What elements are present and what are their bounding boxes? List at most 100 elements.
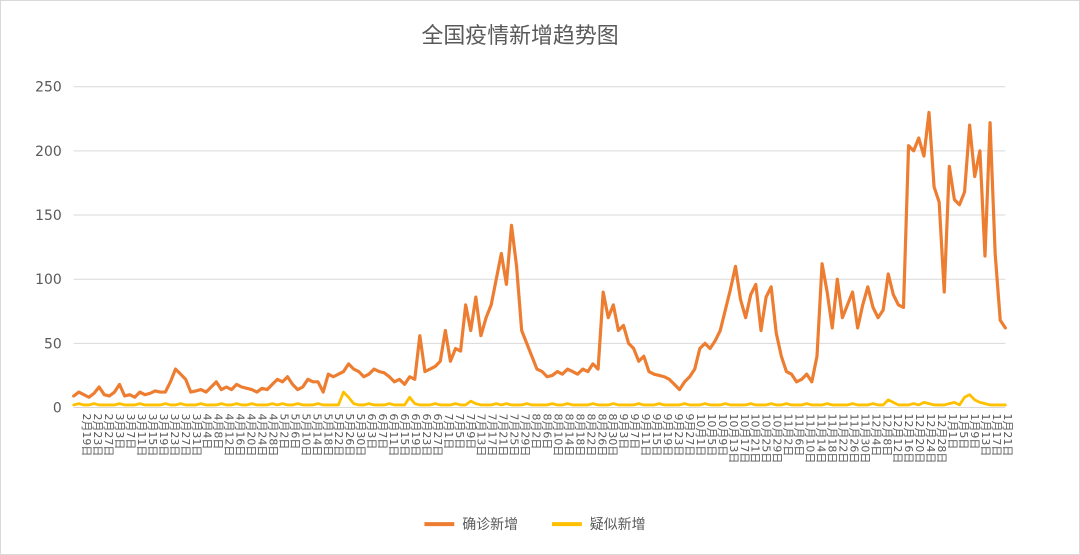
x-tick-label: 4月4日 — [201, 414, 214, 450]
x-tick-label: 5月18日 — [321, 414, 334, 457]
x-tick-label: 10月17日 — [738, 414, 751, 464]
x-tick-label: 5月6日 — [288, 414, 301, 450]
x-tick-label: 7月21日 — [497, 414, 510, 457]
x-tick-label: 1月13日 — [979, 414, 992, 457]
x-tick-label: 11月26日 — [847, 414, 860, 464]
gridlines — [73, 86, 1006, 409]
x-tick-label: 3月23日 — [168, 414, 181, 457]
x-tick-label: 6月23日 — [420, 414, 433, 457]
x-tick-label: 5月30日 — [354, 414, 367, 457]
x-tick-label: 12月28日 — [935, 414, 948, 464]
x-tick-label: 4月8日 — [212, 414, 225, 450]
x-tick-label: 7月17日 — [486, 414, 499, 457]
x-tick-label: 9月7日 — [628, 414, 641, 450]
x-tick-label: 8月26日 — [595, 414, 608, 457]
x-tick-label: 3月27日 — [179, 414, 192, 457]
x-tick-label: 3月11日 — [135, 414, 148, 457]
x-tick-label: 12月16日 — [902, 414, 915, 464]
x-tick-label: 11月2日 — [782, 414, 795, 457]
x-tick-label: 9月15日 — [650, 414, 663, 457]
x-tick-label: 10月5日 — [705, 414, 718, 457]
y-tick-label: 200 — [35, 144, 62, 160]
x-tick-label: 5月26日 — [343, 414, 356, 457]
legend: 确诊新增 疑似新增 — [424, 517, 646, 533]
x-tick-label: 12月8日 — [880, 414, 893, 457]
x-tick-label: 10月9日 — [716, 414, 729, 457]
x-tick-label: 7月25日 — [508, 414, 521, 457]
x-tick-label: 9月19日 — [661, 414, 674, 457]
x-axis: 2月19日2月23日2月27日3月3日3月7日3月11日3月15日3月19日3月… — [80, 414, 1014, 464]
x-tick-label: 2月19日 — [80, 414, 93, 457]
x-tick-label: 12月24日 — [924, 414, 937, 464]
x-tick-label: 7月5日 — [453, 414, 466, 450]
x-tick-label: 8月2日 — [530, 414, 543, 450]
x-tick-label: 5月2日 — [277, 414, 290, 450]
x-tick-label: 5月22日 — [332, 414, 345, 457]
x-tick-label: 4月12日 — [223, 414, 236, 457]
y-tick-label: 150 — [35, 208, 62, 224]
x-tick-label: 7月1日 — [442, 414, 455, 450]
x-tick-label: 7月29日 — [519, 414, 532, 457]
series-line-confirmed — [72, 110, 1007, 399]
x-tick-label: 6月7日 — [376, 414, 389, 450]
x-tick-label: 10月13日 — [727, 414, 740, 464]
x-tick-label: 4月28日 — [266, 414, 279, 457]
x-tick-label: 3月19日 — [157, 414, 170, 457]
x-tick-label: 3月31日 — [190, 414, 203, 457]
x-tick-label: 11月30日 — [858, 414, 871, 464]
y-tick-label: 250 — [35, 80, 62, 96]
x-tick-label: 6月27日 — [431, 414, 444, 457]
y-axis: 0 50 100 150 200 250 — [35, 80, 62, 417]
x-tick-label: 6月19日 — [409, 414, 422, 457]
series-lines — [72, 110, 1007, 407]
y-tick-label: 50 — [44, 336, 62, 352]
x-tick-label: 9月11日 — [639, 414, 652, 457]
x-tick-label: 11月18日 — [825, 414, 838, 464]
x-tick-label: 6月3日 — [365, 414, 378, 450]
x-tick-label: 1月21日 — [1001, 414, 1014, 457]
x-tick-label: 1月17日 — [990, 414, 1003, 457]
x-tick-label: 6月11日 — [387, 414, 400, 457]
x-tick-label: 8月22日 — [584, 414, 597, 457]
legend-label-confirmed: 确诊新增 — [462, 517, 518, 533]
x-tick-label: 11月6日 — [793, 414, 806, 457]
x-tick-label: 4月20日 — [245, 414, 258, 457]
x-tick-label: 1月5日 — [957, 414, 970, 450]
x-tick-label: 9月27日 — [683, 414, 696, 457]
x-tick-label: 11月10日 — [804, 414, 817, 464]
y-tick-label: 100 — [35, 272, 62, 288]
x-tick-label: 4月24日 — [256, 414, 269, 457]
x-tick-label: 8月18日 — [573, 414, 586, 457]
x-tick-label: 9月3日 — [617, 414, 630, 450]
y-tick-label: 0 — [53, 401, 62, 417]
x-tick-label: 12月4日 — [869, 414, 882, 457]
x-tick-label: 1月9日 — [968, 414, 981, 450]
x-tick-label: 4月16日 — [234, 414, 247, 457]
legend-label-suspected: 疑似新增 — [590, 517, 646, 533]
x-tick-label: 10月1日 — [694, 414, 707, 457]
x-tick-label: 8月10日 — [551, 414, 564, 457]
x-tick-label: 12月12日 — [891, 414, 904, 464]
x-tick-label: 2月27日 — [102, 414, 115, 457]
x-tick-label: 10月25日 — [760, 414, 773, 464]
x-tick-label: 8月14日 — [562, 414, 575, 457]
x-tick-label: 3月7日 — [124, 414, 137, 450]
series-line-suspected — [72, 390, 1007, 407]
x-tick-label: 8月30日 — [606, 414, 619, 457]
x-tick-label: 11月14日 — [814, 414, 827, 464]
x-tick-label: 2月23日 — [91, 414, 104, 457]
x-tick-label: 10月21日 — [749, 414, 762, 464]
x-tick-label: 9月23日 — [672, 414, 685, 457]
x-tick-label: 10月29日 — [771, 414, 784, 464]
x-tick-label: 3月3日 — [113, 414, 126, 450]
x-tick-label: 5月10日 — [299, 414, 312, 457]
x-tick-label: 3月15日 — [146, 414, 159, 457]
x-tick-label: 12月20日 — [913, 414, 926, 464]
x-tick-label: 7月9日 — [464, 414, 477, 450]
x-tick-label: 5月14日 — [310, 414, 323, 457]
x-tick-label: 6月15日 — [398, 414, 411, 457]
x-tick-label: 7月13日 — [475, 414, 488, 457]
x-tick-label: 1月1日 — [946, 414, 959, 450]
x-tick-label: 8月6日 — [540, 414, 553, 450]
